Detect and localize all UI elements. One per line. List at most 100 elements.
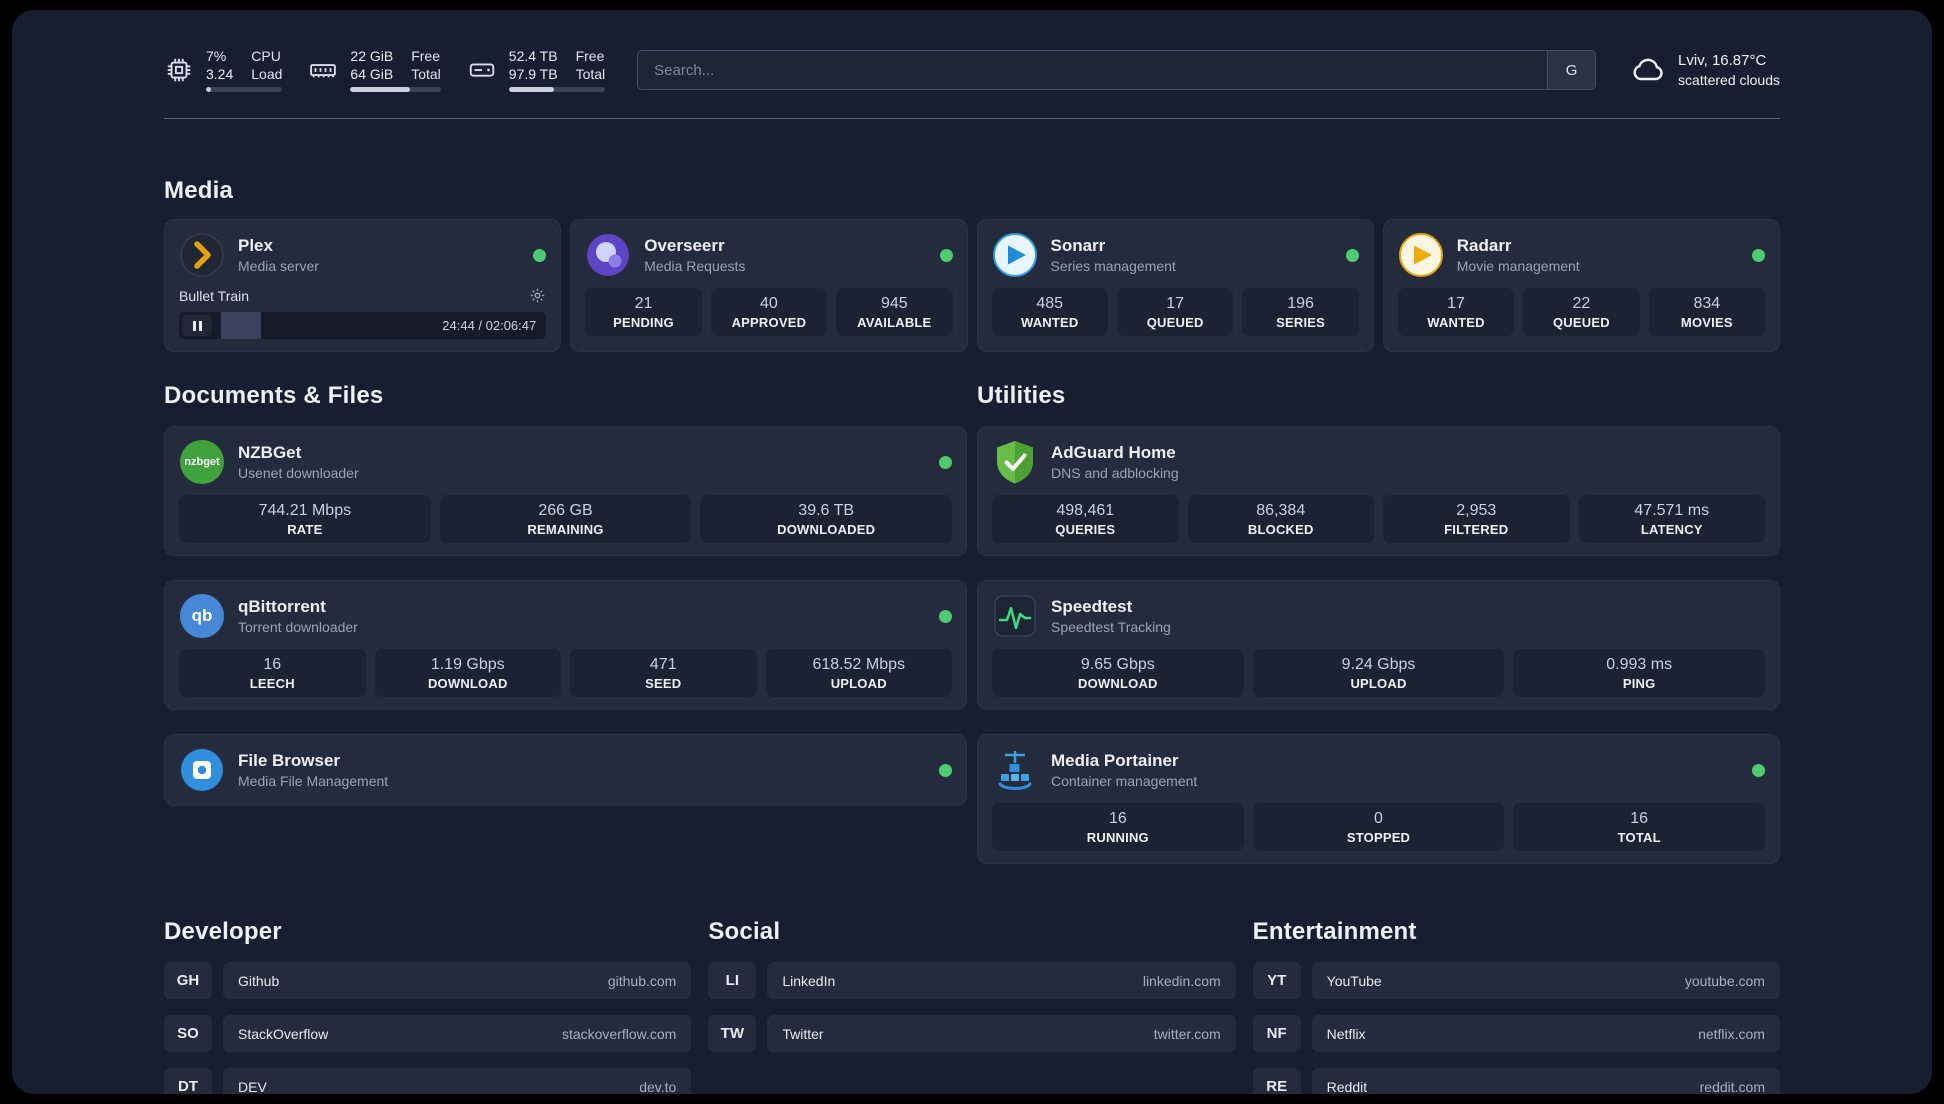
netflix-link[interactable]: Netflix netflix.com	[1311, 1015, 1780, 1053]
radarr-icon	[1398, 232, 1444, 278]
cpu-chip-icon	[164, 55, 194, 85]
section-title-utilities: Utilities	[977, 382, 1066, 410]
pause-button[interactable]	[182, 315, 212, 337]
app-name: Radarr	[1456, 236, 1512, 256]
weather-condition: scattered clouds	[1678, 71, 1780, 88]
app-name: Plex	[238, 236, 273, 256]
search-input[interactable]	[638, 51, 1548, 90]
dev-link[interactable]: DEV dev.to	[223, 1068, 692, 1094]
stat-upload: 9.24 Gbps UPLOAD	[1252, 649, 1505, 698]
section-title-documents: Documents & Files	[164, 382, 384, 410]
stat-download: 9.65 Gbps DOWNLOAD	[992, 649, 1244, 698]
nzbget-icon: nzbget	[179, 439, 225, 485]
link-row-netflix: NF Netflix netflix.com	[1252, 1015, 1780, 1053]
app-subtitle: DNS and adblocking	[1051, 465, 1179, 482]
cpu-usage-value: 7%	[206, 48, 227, 64]
dev-abbr-tile[interactable]: DT	[164, 1068, 212, 1094]
disk-free-label: Free	[575, 48, 605, 64]
stat-filtered: 2,953 FILTERED	[1383, 495, 1570, 544]
weather-location: Lviv, 16.87°C	[1678, 51, 1767, 69]
status-indicator	[1752, 763, 1765, 777]
github-abbr-tile[interactable]: GH	[164, 962, 212, 1000]
linkedin-abbr-tile[interactable]: LI	[708, 962, 757, 1000]
github-link[interactable]: Github github.com	[223, 962, 692, 1000]
stat-pending: 21 PENDING	[585, 288, 702, 337]
reddit-link[interactable]: Reddit reddit.com	[1311, 1068, 1780, 1094]
ram-metric: 22 GiB 64 GiB Free Total	[308, 48, 441, 93]
link-row-github: GH Github github.com	[164, 962, 692, 1000]
section-title-media: Media	[164, 177, 234, 205]
reddit-abbr-tile[interactable]: RE	[1252, 1068, 1301, 1094]
search-bar: G	[637, 50, 1597, 91]
youtube-abbr-tile[interactable]: YT	[1252, 962, 1301, 1000]
disk-progress-bar	[508, 87, 606, 93]
status-indicator	[939, 248, 953, 262]
weather-widget[interactable]: Lviv, 16.87°C scattered clouds	[1630, 52, 1780, 89]
developer-links: Developer GH Github github.com SO StackO…	[164, 918, 692, 1094]
section-title-developer: Developer	[164, 918, 282, 946]
adguard-icon	[992, 439, 1038, 485]
qbittorrent-card[interactable]: qb qBittorrent Torrent downloader 16 LEE…	[164, 580, 967, 711]
portainer-card[interactable]: Media Portainer Container management 16 …	[977, 734, 1780, 865]
cpu-metric: 7% 3.24 CPU Load	[164, 48, 283, 93]
adguard-card[interactable]: AdGuard Home DNS and adblocking 498,461 …	[977, 426, 1780, 557]
filebrowser-card[interactable]: File Browser Media File Management	[164, 734, 967, 807]
twitter-abbr-tile[interactable]: TW	[708, 1015, 757, 1053]
stackoverflow-abbr-tile[interactable]: SO	[164, 1015, 212, 1053]
link-row-reddit: RE Reddit reddit.com	[1252, 1068, 1780, 1094]
app-name: qBittorrent	[238, 597, 326, 617]
stat-queries: 498,461 QUERIES	[992, 495, 1179, 544]
app-subtitle: Usenet downloader	[238, 465, 359, 482]
app-subtitle: Container management	[1051, 773, 1198, 790]
stackoverflow-link[interactable]: StackOverflow stackoverflow.com	[223, 1015, 692, 1053]
playback-time: 24:44 / 02:06:47	[442, 318, 537, 334]
app-name: NZBGet	[238, 443, 302, 463]
cpu-progress-bar	[206, 87, 283, 93]
speedtest-icon	[992, 593, 1038, 639]
app-name: File Browser	[238, 751, 341, 771]
cpu-label: CPU	[251, 48, 281, 64]
cloud-icon	[1630, 52, 1666, 88]
twitter-link[interactable]: Twitter twitter.com	[767, 1015, 1236, 1053]
stat-downloaded: 39.6 TB DOWNLOADED	[700, 495, 953, 544]
link-row-dev: DT DEV dev.to	[164, 1068, 692, 1094]
netflix-abbr-tile[interactable]: NF	[1252, 1015, 1301, 1053]
overseerr-icon	[585, 232, 631, 278]
section-title-entertainment: Entertainment	[1252, 918, 1417, 946]
utilities-column: Utilities AdGuard Home DNS and adblockin…	[977, 382, 1780, 865]
cpu-loadavg-value: 3.24	[206, 66, 234, 83]
stat-blocked: 86,384 BLOCKED	[1187, 495, 1374, 544]
stat-total: 16 TOTAL	[1513, 803, 1766, 852]
radarr-card[interactable]: Radarr Movie management 17 WANTED 22 QUE…	[1382, 219, 1780, 353]
linkedin-link[interactable]: LinkedIn linkedin.com	[767, 962, 1236, 1000]
status-indicator	[1345, 248, 1359, 262]
entertainment-links: Entertainment YT YouTube youtube.com NF …	[1252, 918, 1780, 1094]
plex-card[interactable]: Plex Media server Bullet Train 24:44 / 0…	[164, 219, 562, 353]
ram-free-value: 22 GiB	[350, 48, 394, 64]
link-row-twitter: TW Twitter twitter.com	[708, 1015, 1236, 1053]
status-indicator	[939, 763, 952, 777]
overseerr-card[interactable]: Overseerr Media Requests 21 PENDING 40 A…	[570, 219, 968, 353]
stat-seed: 471 SEED	[570, 649, 757, 698]
speedtest-card[interactable]: Speedtest Speedtest Tracking 9.65 Gbps D…	[977, 580, 1780, 711]
plex-icon	[179, 232, 225, 278]
app-subtitle: Series management	[1050, 258, 1176, 275]
ram-progress-bar	[350, 87, 441, 93]
nzbget-card[interactable]: nzbget NZBGet Usenet downloader 744.21 M…	[164, 426, 967, 557]
sonarr-card[interactable]: Sonarr Series management 485 WANTED 17 Q…	[976, 219, 1374, 353]
qbittorrent-icon: qb	[179, 593, 225, 639]
youtube-link[interactable]: YouTube youtube.com	[1311, 962, 1780, 1000]
playback-progress-bar[interactable]	[221, 312, 433, 340]
stat-stopped: 0 STOPPED	[1252, 803, 1505, 852]
stat-leech: 16 LEECH	[179, 649, 366, 698]
app-name: Overseerr	[644, 236, 725, 256]
app-subtitle: Speedtest Tracking	[1051, 619, 1171, 636]
stat-latency: 47.571 ms LATENCY	[1578, 495, 1765, 544]
stat-remaining: 266 GB REMAINING	[439, 495, 692, 544]
search-engine-button[interactable]: G	[1547, 51, 1596, 90]
stat-rate: 744.21 Mbps RATE	[179, 495, 431, 544]
stat-series: 196 SERIES	[1242, 288, 1359, 337]
stat-approved: 40 APPROVED	[710, 288, 828, 337]
gear-icon[interactable]	[529, 287, 546, 304]
link-row-linkedin: LI LinkedIn linkedin.com	[708, 962, 1236, 1000]
